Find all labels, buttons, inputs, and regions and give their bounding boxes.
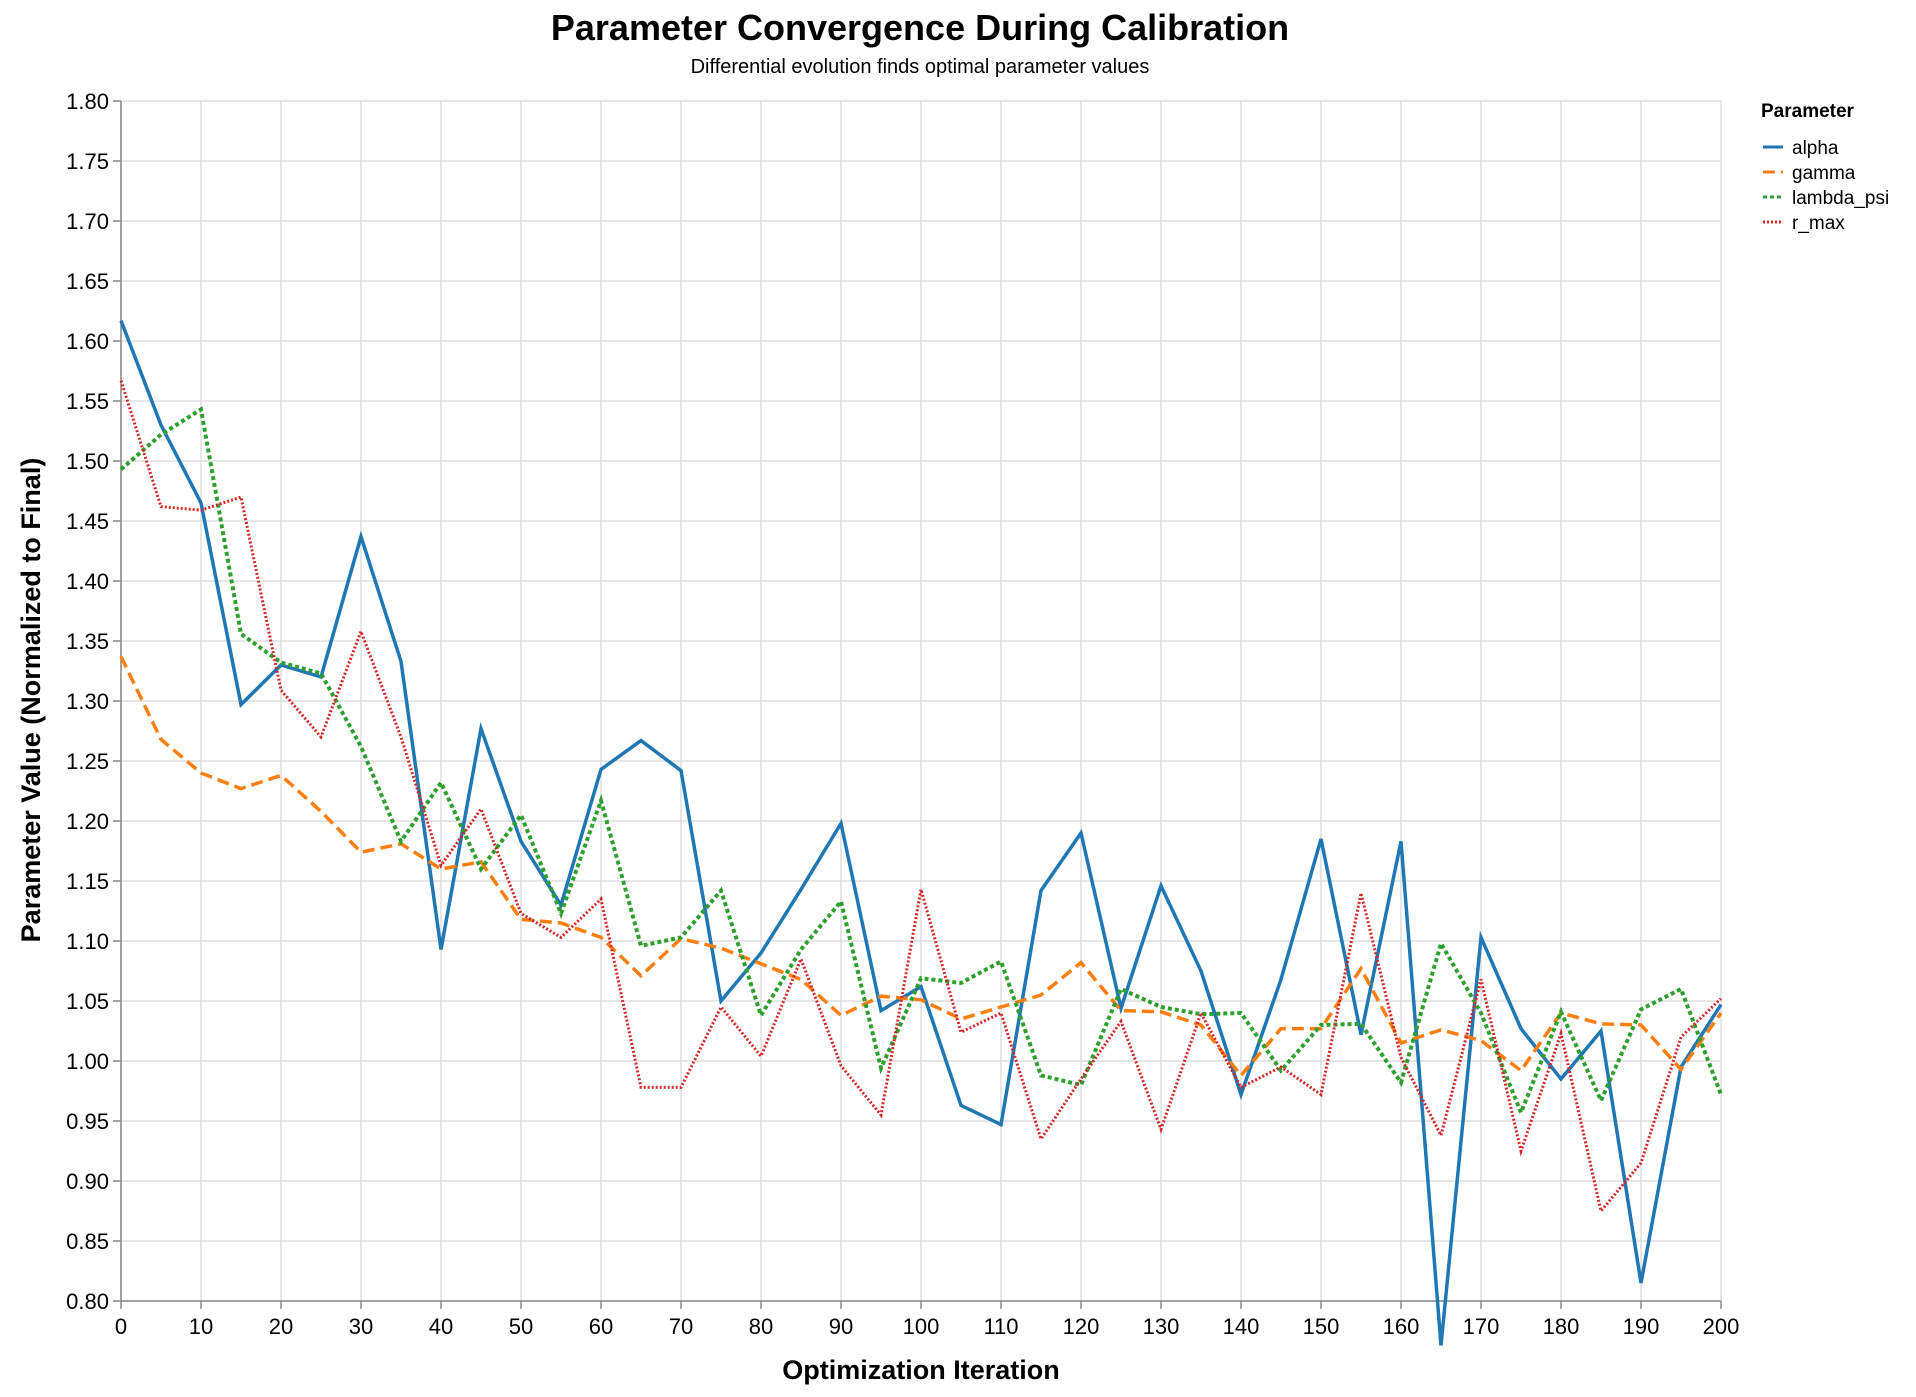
legend-label-alpha: alpha [1792,138,1839,159]
gridlines [120,100,1722,1302]
y-tick-label: 1.65 [66,269,109,294]
y-tick-label: 1.25 [66,749,109,774]
y-tick-label: 1.45 [66,509,109,534]
x-tick-label: 50 [509,1314,533,1339]
x-tick-label: 200 [1703,1314,1740,1339]
y-tick-label: 1.60 [66,329,109,354]
chart-title: Parameter Convergence During Calibration [551,7,1289,48]
y-tick-label: 1.30 [66,689,109,714]
y-tick-label: 1.75 [66,149,109,174]
x-tick-label: 90 [829,1314,853,1339]
series-line-lambda_psi [119,406,1723,1118]
x-tick-label: 160 [1383,1314,1420,1339]
y-axis-title: Parameter Value (Normalized to Final) [16,458,46,943]
x-tick-label: 120 [1063,1314,1100,1339]
axes: 0.80 0.85 0.90 0.95 1.00 1.05 1.10 1.15 1.20 1.25… [66,89,1739,1339]
series-lines [119,319,1723,1346]
y-tick-label: 1.55 [66,389,109,414]
x-tick-label: 110 [983,1314,1018,1339]
x-tick-label: 190 [1623,1314,1660,1339]
y-tick-label: 1.05 [66,989,109,1014]
x-tick-label: 80 [749,1314,773,1339]
x-tick-label: 170 [1463,1314,1500,1339]
x-tick-label: 60 [589,1314,613,1339]
y-tick-label: 0.85 [66,1229,109,1254]
x-tick-label: 150 [1303,1314,1340,1339]
y-tick-label: 1.20 [66,809,109,834]
legend-title: Parameter [1761,101,1855,122]
series-line-alpha [119,319,1723,1346]
legend: Parameter alpha gamma lambda_psi r_max [1761,101,1889,234]
x-tick-label: 180 [1543,1314,1580,1339]
x-tick-label: 40 [429,1314,453,1339]
y-tick-label: 0.95 [66,1109,109,1134]
y-tick-label: 1.80 [66,89,109,114]
x-tick-label: 30 [349,1314,373,1339]
x-tick-label: 140 [1223,1314,1260,1339]
y-tick-label: 1.00 [66,1049,109,1074]
y-tick-label: 1.10 [66,929,109,954]
y-tick-label: 1.70 [66,209,109,234]
y-tick-label: 0.90 [66,1169,109,1194]
x-tick-label: 0 [115,1314,127,1339]
chart-subtitle: Differential evolution finds optimal par… [691,56,1150,78]
x-axis-title: Optimization Iteration [782,1355,1060,1385]
y-tick-label: 0.80 [66,1289,109,1314]
x-tick-label: 70 [669,1314,693,1339]
x-tick-label: 10 [189,1314,213,1339]
y-tick-label: 1.15 [66,869,109,894]
y-tick-label: 1.40 [66,569,109,594]
series-line-gamma [119,655,1723,1079]
y-tick-label: 1.50 [66,449,109,474]
x-tick-label: 100 [903,1314,940,1339]
legend-label-gamma: gamma [1792,163,1856,184]
x-tick-label: 20 [269,1314,293,1339]
series-line-r_max [119,380,1723,1215]
legend-label-lambda_psi: lambda_psi [1792,188,1889,209]
x-tick-label: 130 [1143,1314,1180,1339]
y-tick-label: 1.35 [66,629,109,654]
legend-label-r_max: r_max [1792,213,1845,234]
